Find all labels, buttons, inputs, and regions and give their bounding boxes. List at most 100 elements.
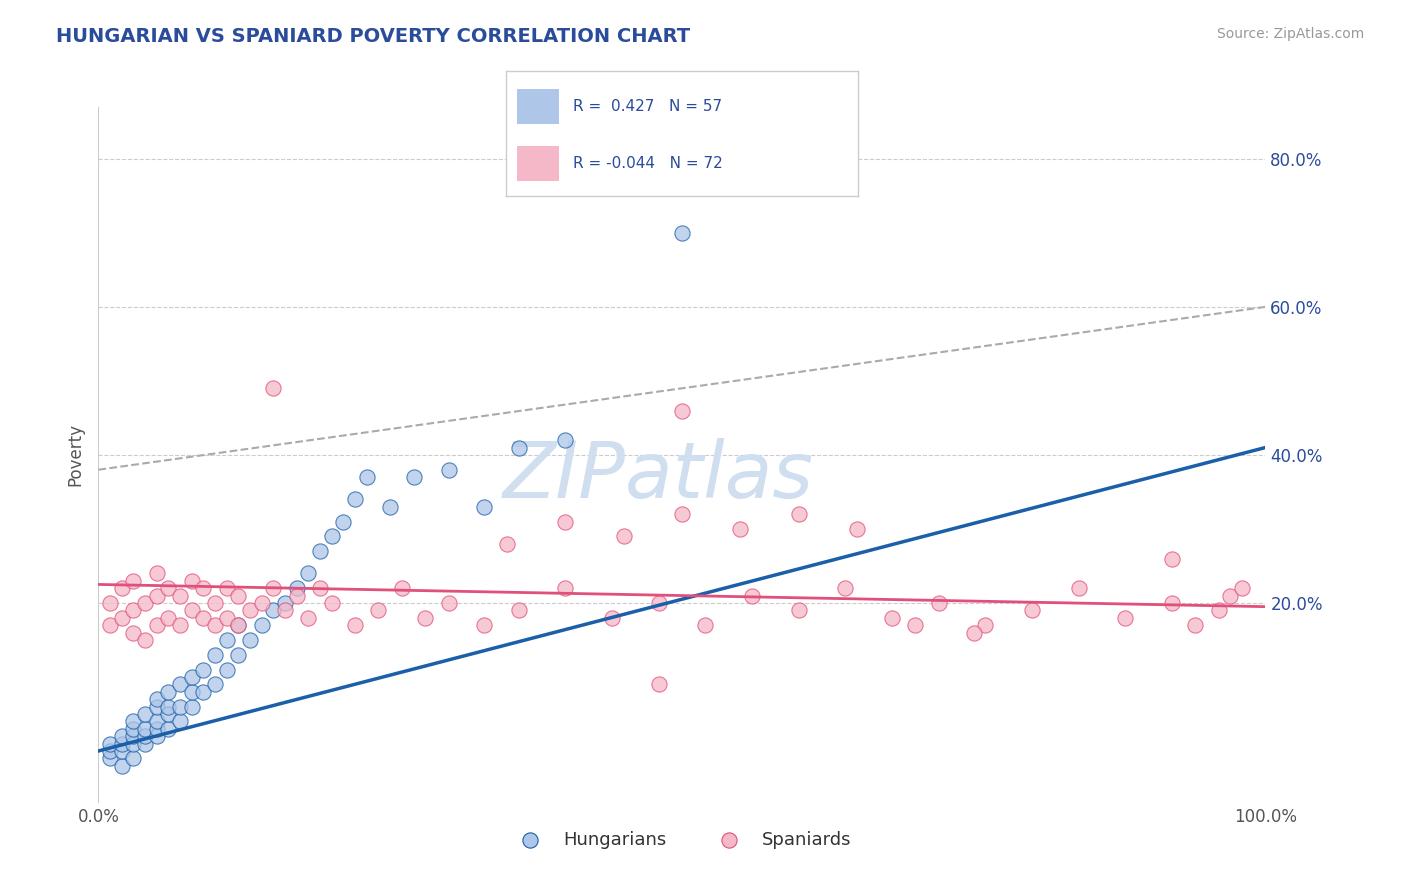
Text: R = -0.044   N = 72: R = -0.044 N = 72 bbox=[574, 156, 723, 171]
Point bbox=[309, 581, 332, 595]
Point bbox=[134, 596, 156, 610]
Point bbox=[215, 632, 238, 647]
Point bbox=[437, 463, 460, 477]
Point bbox=[204, 618, 226, 632]
Point bbox=[787, 603, 810, 617]
Point bbox=[193, 663, 215, 677]
Point bbox=[1114, 611, 1136, 625]
Point bbox=[309, 544, 332, 558]
Point bbox=[146, 722, 169, 736]
Point bbox=[1230, 581, 1253, 595]
Point bbox=[239, 603, 262, 617]
Point bbox=[846, 522, 869, 536]
Text: ZIPatlas: ZIPatlas bbox=[503, 438, 814, 514]
Point bbox=[262, 603, 284, 617]
Point bbox=[647, 677, 669, 691]
Point bbox=[1184, 618, 1206, 632]
Point bbox=[472, 500, 495, 514]
Point bbox=[508, 441, 530, 455]
Point bbox=[332, 515, 354, 529]
Point bbox=[111, 744, 134, 758]
Point bbox=[496, 537, 519, 551]
Point bbox=[671, 226, 693, 240]
Point bbox=[671, 507, 693, 521]
FancyBboxPatch shape bbox=[517, 146, 560, 181]
Point bbox=[193, 581, 215, 595]
Point bbox=[157, 685, 180, 699]
Point bbox=[134, 632, 156, 647]
Point bbox=[134, 737, 156, 751]
Point bbox=[111, 729, 134, 743]
Point bbox=[391, 581, 413, 595]
Point bbox=[344, 618, 367, 632]
Point bbox=[228, 618, 250, 632]
Point bbox=[215, 663, 238, 677]
Point bbox=[180, 603, 202, 617]
Point bbox=[157, 611, 180, 625]
Point bbox=[228, 618, 250, 632]
Point bbox=[262, 581, 284, 595]
Point bbox=[671, 403, 693, 417]
Point bbox=[1219, 589, 1241, 603]
Point bbox=[250, 618, 273, 632]
Point bbox=[356, 470, 378, 484]
Point bbox=[215, 581, 238, 595]
Point bbox=[613, 529, 636, 543]
Point bbox=[169, 699, 191, 714]
Point bbox=[204, 677, 226, 691]
Point bbox=[157, 706, 180, 721]
Point bbox=[228, 648, 250, 662]
Point bbox=[554, 581, 576, 595]
Point bbox=[122, 574, 145, 588]
Point bbox=[228, 589, 250, 603]
Point bbox=[157, 581, 180, 595]
Point bbox=[437, 596, 460, 610]
Point bbox=[204, 596, 226, 610]
Point bbox=[98, 596, 121, 610]
Point bbox=[146, 714, 169, 729]
Point bbox=[834, 581, 856, 595]
Point bbox=[122, 729, 145, 743]
Point bbox=[180, 685, 202, 699]
Point bbox=[239, 632, 262, 647]
Point bbox=[215, 611, 238, 625]
Point bbox=[1067, 581, 1090, 595]
Point bbox=[180, 574, 202, 588]
Point bbox=[193, 611, 215, 625]
Point bbox=[146, 618, 169, 632]
Point bbox=[146, 589, 169, 603]
Point bbox=[367, 603, 389, 617]
Point bbox=[180, 670, 202, 684]
Point bbox=[169, 618, 191, 632]
Point bbox=[193, 685, 215, 699]
Point bbox=[1021, 603, 1043, 617]
Point bbox=[904, 618, 927, 632]
Point bbox=[274, 596, 297, 610]
Point bbox=[730, 522, 752, 536]
Point bbox=[928, 596, 950, 610]
Point bbox=[122, 603, 145, 617]
Point bbox=[134, 722, 156, 736]
Point bbox=[157, 722, 180, 736]
Text: Source: ZipAtlas.com: Source: ZipAtlas.com bbox=[1216, 27, 1364, 41]
Point bbox=[321, 596, 343, 610]
Point bbox=[98, 744, 121, 758]
Point bbox=[787, 507, 810, 521]
Point bbox=[98, 751, 121, 765]
Point bbox=[146, 729, 169, 743]
Point bbox=[204, 648, 226, 662]
Point bbox=[402, 470, 425, 484]
Point bbox=[122, 751, 145, 765]
Point bbox=[180, 699, 202, 714]
Point bbox=[122, 722, 145, 736]
Point bbox=[134, 729, 156, 743]
Point bbox=[1161, 596, 1184, 610]
Point bbox=[880, 611, 903, 625]
FancyBboxPatch shape bbox=[517, 89, 560, 124]
Point bbox=[122, 625, 145, 640]
Point bbox=[111, 759, 134, 773]
Point bbox=[285, 581, 308, 595]
Point bbox=[413, 611, 436, 625]
Point bbox=[122, 714, 145, 729]
Point bbox=[472, 618, 495, 632]
